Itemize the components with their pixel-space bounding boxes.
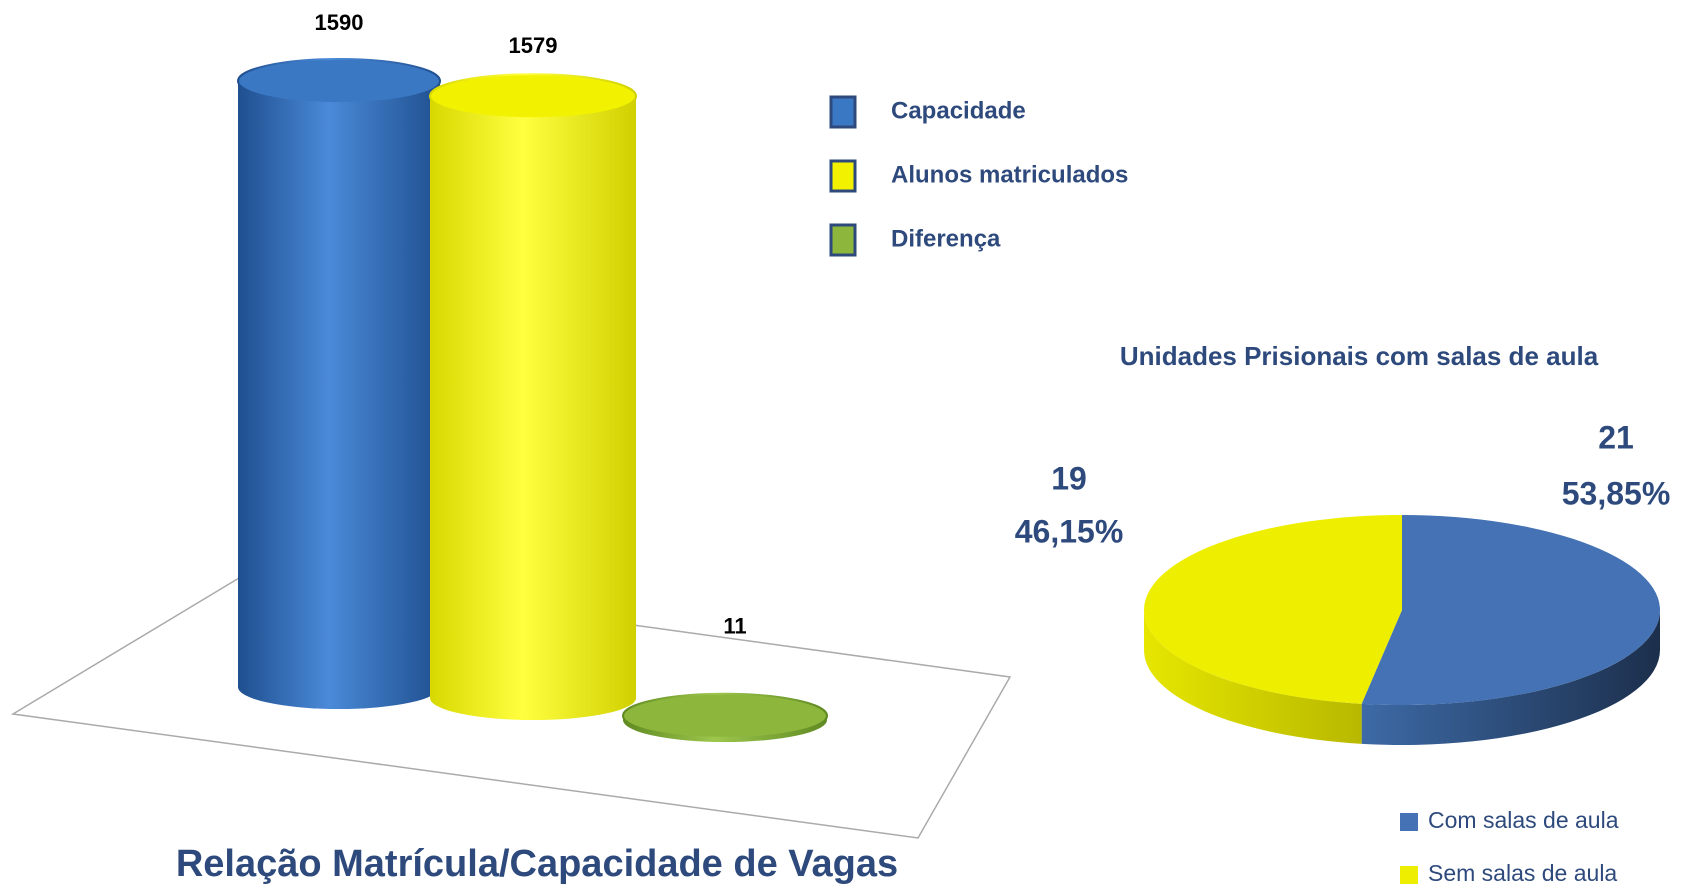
bar-chart-title: Relação Matrícula/Capacidade de Vagas [176, 843, 898, 885]
legend-swatch [829, 223, 857, 257]
legend-swatch [829, 95, 857, 129]
pie-slice [1361, 515, 1661, 706]
cylinder [622, 692, 828, 742]
legend-label: Sem salas de aula [1428, 860, 1617, 886]
cylinder-top [237, 58, 441, 104]
legend-label: Capacidade [891, 97, 1026, 124]
legend-label: Alunos matriculados [891, 161, 1128, 188]
legend-swatch [1400, 866, 1418, 884]
pie-slice [1144, 515, 1402, 704]
pie-side [1144, 610, 1362, 744]
pie-side [1361, 610, 1660, 745]
cylinder [429, 73, 637, 721]
cylinder-top [622, 692, 828, 739]
cylinder [237, 58, 441, 709]
legend-label: Diferença [891, 225, 1001, 252]
cylinder-body [430, 96, 636, 721]
percentage-label: 53,85% [1562, 475, 1671, 511]
cylinder-body [238, 81, 440, 709]
data-label: 21 [1598, 419, 1634, 455]
legend-label: Com salas de aula [1428, 807, 1619, 833]
percentage-label: 46,15% [1015, 513, 1124, 549]
legend-swatch [829, 159, 857, 193]
pie-chart-title: Unidades Prisionais com salas de aula [1120, 341, 1599, 371]
data-label: 19 [1051, 460, 1087, 496]
data-label: 1579 [509, 33, 558, 58]
cylinder-top [429, 73, 637, 120]
floor [10, 571, 1012, 839]
legend-swatch [1400, 813, 1418, 831]
data-label: 11 [723, 614, 746, 639]
data-label: 1590 [315, 10, 364, 35]
